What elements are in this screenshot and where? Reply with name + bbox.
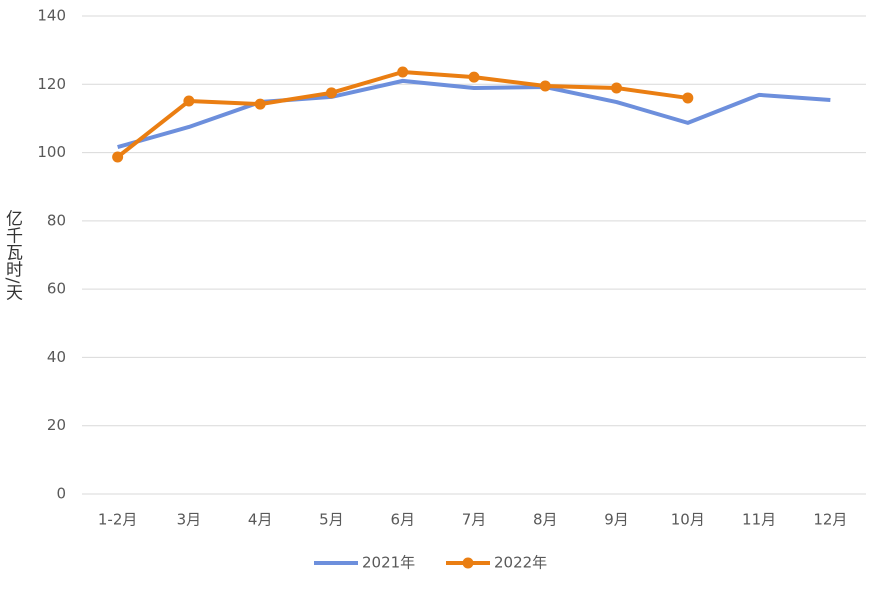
legend-label: 2022年	[494, 554, 547, 572]
series-line	[117, 78, 831, 150]
data-point	[611, 82, 623, 94]
y-axis-label: 亿千瓦时/天	[2, 210, 23, 301]
x-tick-label: 8月	[533, 511, 558, 529]
data-point	[325, 87, 337, 99]
data-point	[397, 66, 409, 78]
y-tick-label: 20	[47, 416, 66, 434]
x-tick-label: 4月	[248, 511, 273, 529]
data-point	[682, 92, 694, 104]
y-tick-label: 60	[47, 280, 66, 298]
x-tick-label: 12月	[813, 511, 847, 529]
x-tick-label: 10月	[671, 511, 705, 529]
y-tick-label: 140	[37, 7, 66, 25]
data-point	[183, 95, 195, 107]
legend-marker	[462, 557, 474, 569]
y-tick-label: 80	[47, 211, 66, 229]
data-point	[112, 151, 124, 163]
x-tick-label: 11月	[742, 511, 776, 529]
data-point	[539, 80, 551, 92]
x-tick-label: 7月	[462, 511, 487, 529]
y-tick-label: 120	[37, 75, 66, 93]
y-tick-label: 0	[56, 485, 66, 503]
x-tick-label: 9月	[604, 511, 629, 529]
x-tick-label: 6月	[390, 511, 415, 529]
legend-label: 2021年	[362, 554, 415, 572]
x-tick-label: 5月	[319, 511, 344, 529]
x-tick-label: 3月	[177, 511, 202, 529]
y-tick-label: 100	[37, 143, 66, 161]
x-tick-label: 1-2月	[98, 511, 138, 529]
y-tick-label: 40	[47, 348, 66, 366]
data-point	[468, 71, 480, 83]
data-point	[254, 98, 266, 110]
